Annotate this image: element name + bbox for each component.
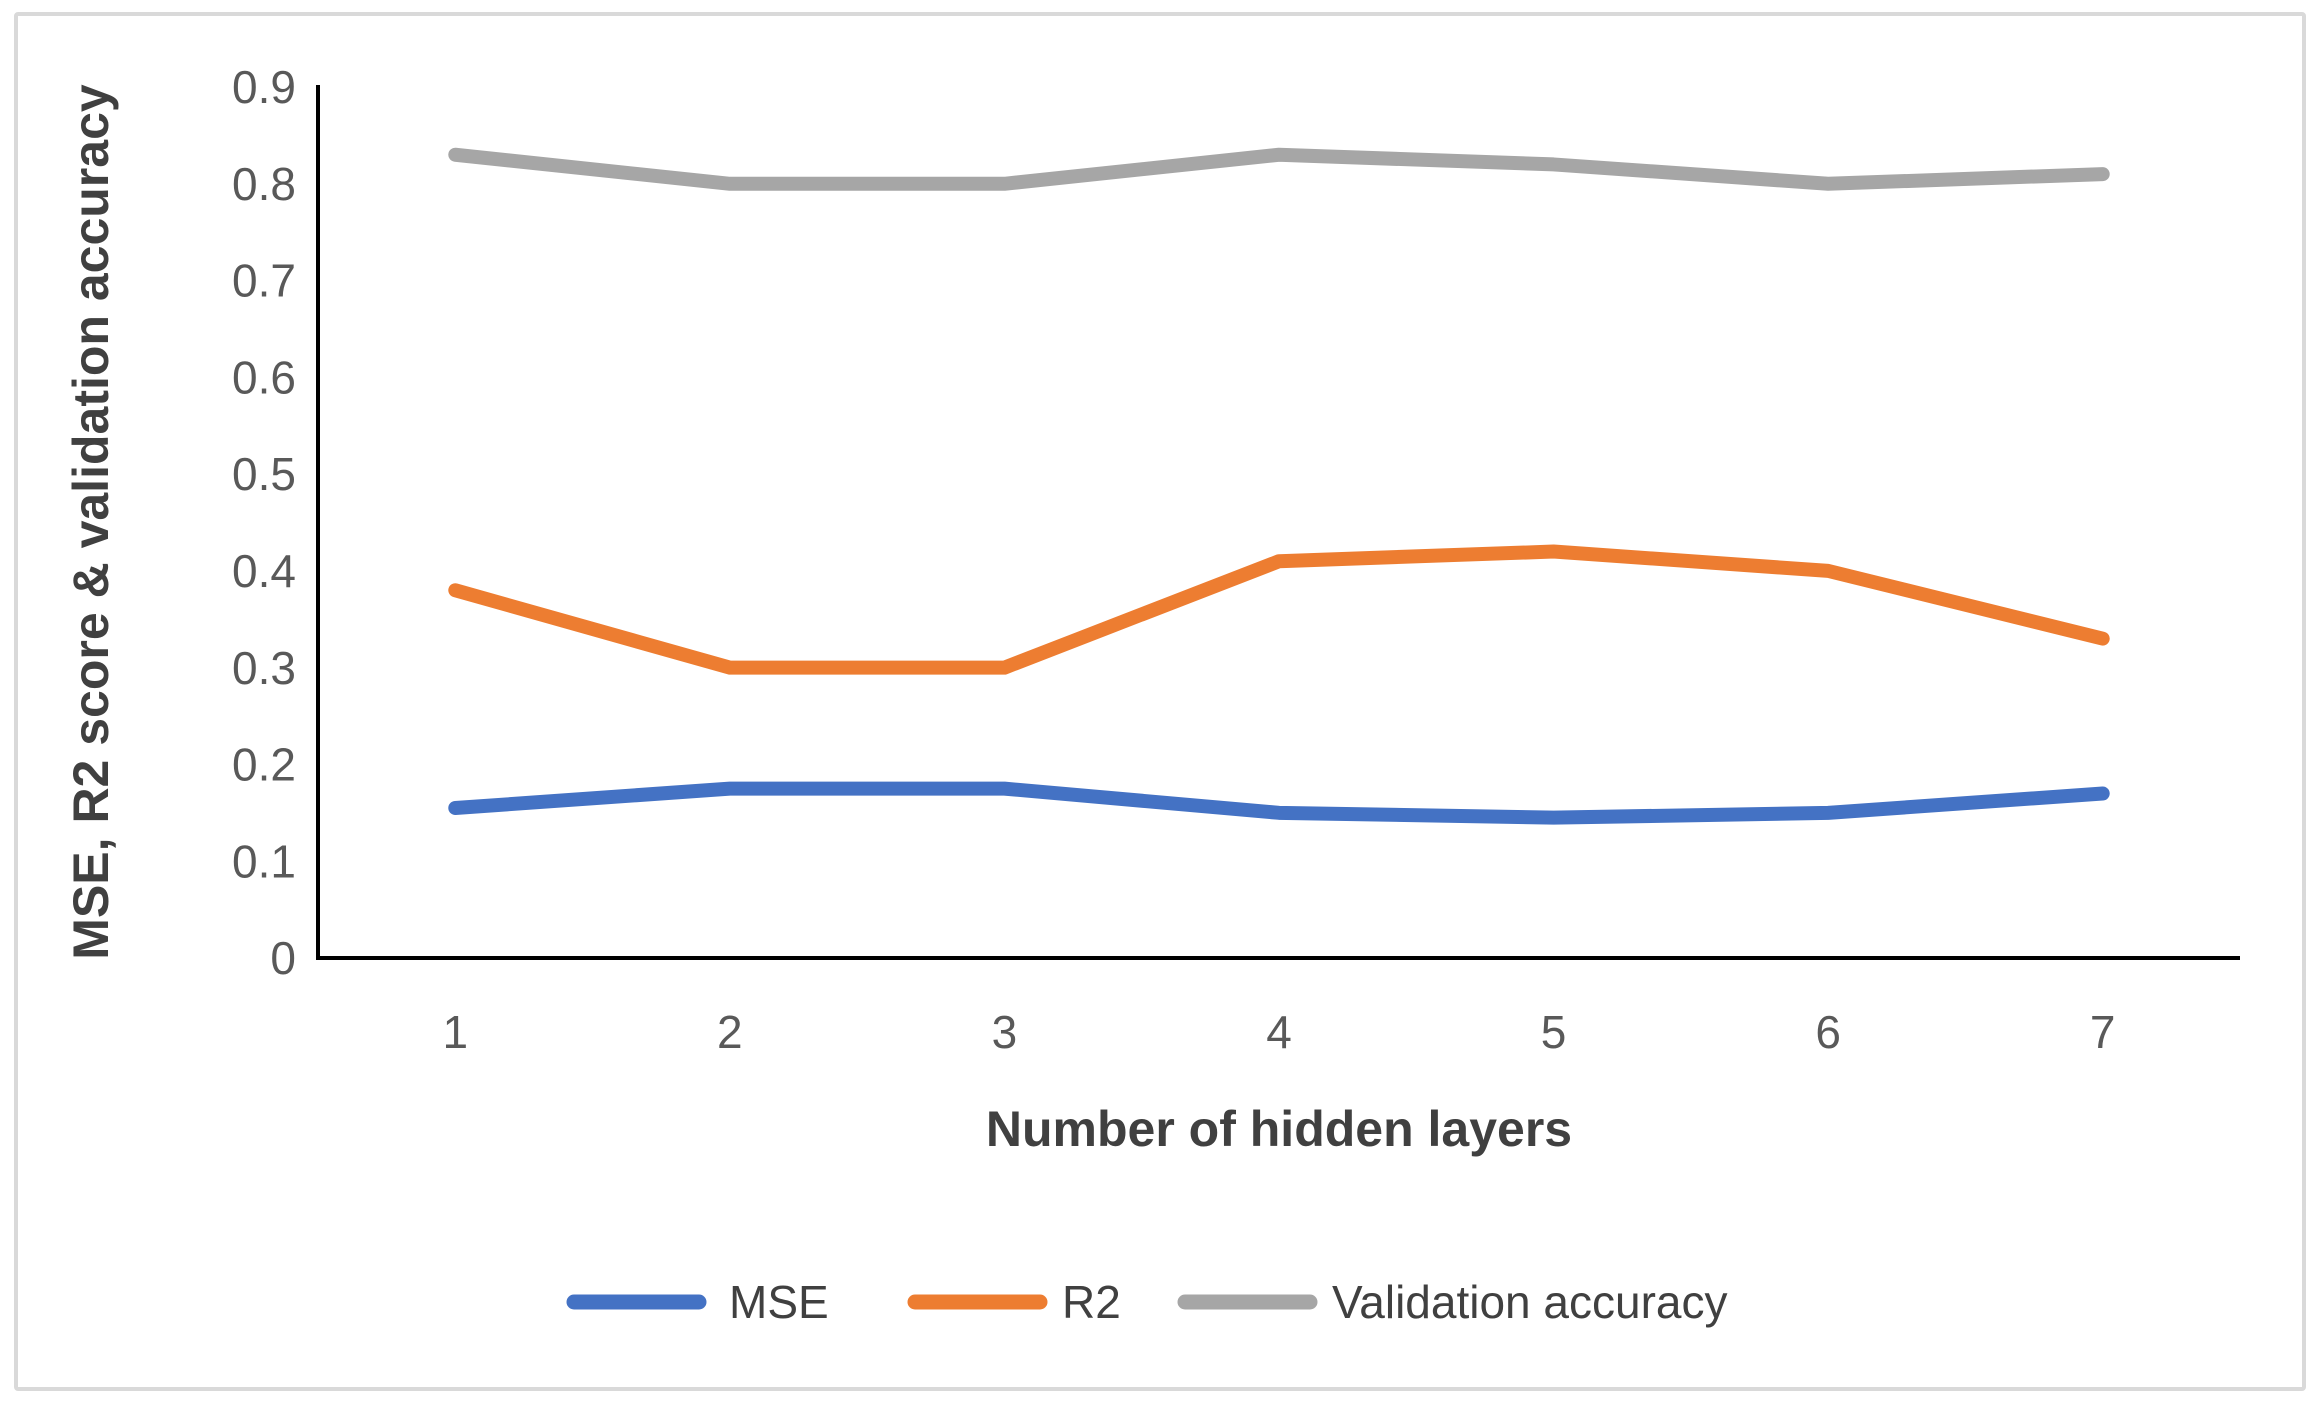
x-tick-label-5: 5	[1541, 1006, 1567, 1058]
y-axis-tick-labels: 0 0.1 0.2 0.3 0.4 0.5 0.6 0.7 0.8 0.9	[232, 61, 296, 984]
legend-label-mse: MSE	[729, 1276, 829, 1328]
legend-item-r2: R2	[907, 1276, 1121, 1328]
series-lines	[448, 147, 2110, 825]
y-tick-label-0.9: 0.9	[232, 61, 296, 113]
y-axis-title: MSE, R2 score & validation accuracy	[63, 84, 119, 960]
legend-label-r2: R2	[1062, 1276, 1121, 1328]
x-tick-label-1: 1	[442, 1006, 468, 1058]
series-line-validation-accuracy	[448, 147, 2110, 191]
y-tick-label-0.1: 0.1	[232, 835, 296, 887]
legend: MSE R2 Validation accuracy	[566, 1276, 1727, 1328]
legend-label-validation-accuracy: Validation accuracy	[1332, 1276, 1727, 1328]
x-tick-label-3: 3	[992, 1006, 1018, 1058]
x-tick-label-4: 4	[1266, 1006, 1292, 1058]
x-tick-label-7: 7	[2090, 1006, 2116, 1058]
y-tick-label-0.2: 0.2	[232, 739, 296, 791]
legend-item-mse: MSE	[566, 1276, 829, 1328]
axes	[316, 85, 2240, 960]
x-tick-label-2: 2	[717, 1006, 743, 1058]
x-axis-title: Number of hidden layers	[986, 1101, 1572, 1157]
chart-frame	[14, 12, 2306, 1391]
series-line-mse	[448, 781, 2110, 825]
x-tick-label-6: 6	[1815, 1006, 1841, 1058]
y-tick-label-0.3: 0.3	[232, 642, 296, 694]
x-axis-tick-labels: 1 2 3 4 5 6 7	[442, 1006, 2115, 1058]
y-tick-label-0.6: 0.6	[232, 351, 296, 403]
y-tick-label-0: 0	[270, 932, 296, 984]
y-tick-label-0.5: 0.5	[232, 448, 296, 500]
y-tick-label-0.4: 0.4	[232, 545, 296, 597]
legend-item-validation-accuracy: Validation accuracy	[1177, 1276, 1727, 1328]
series-line-r2	[448, 544, 2110, 675]
y-tick-label-0.8: 0.8	[232, 158, 296, 210]
y-tick-label-0.7: 0.7	[232, 255, 296, 307]
